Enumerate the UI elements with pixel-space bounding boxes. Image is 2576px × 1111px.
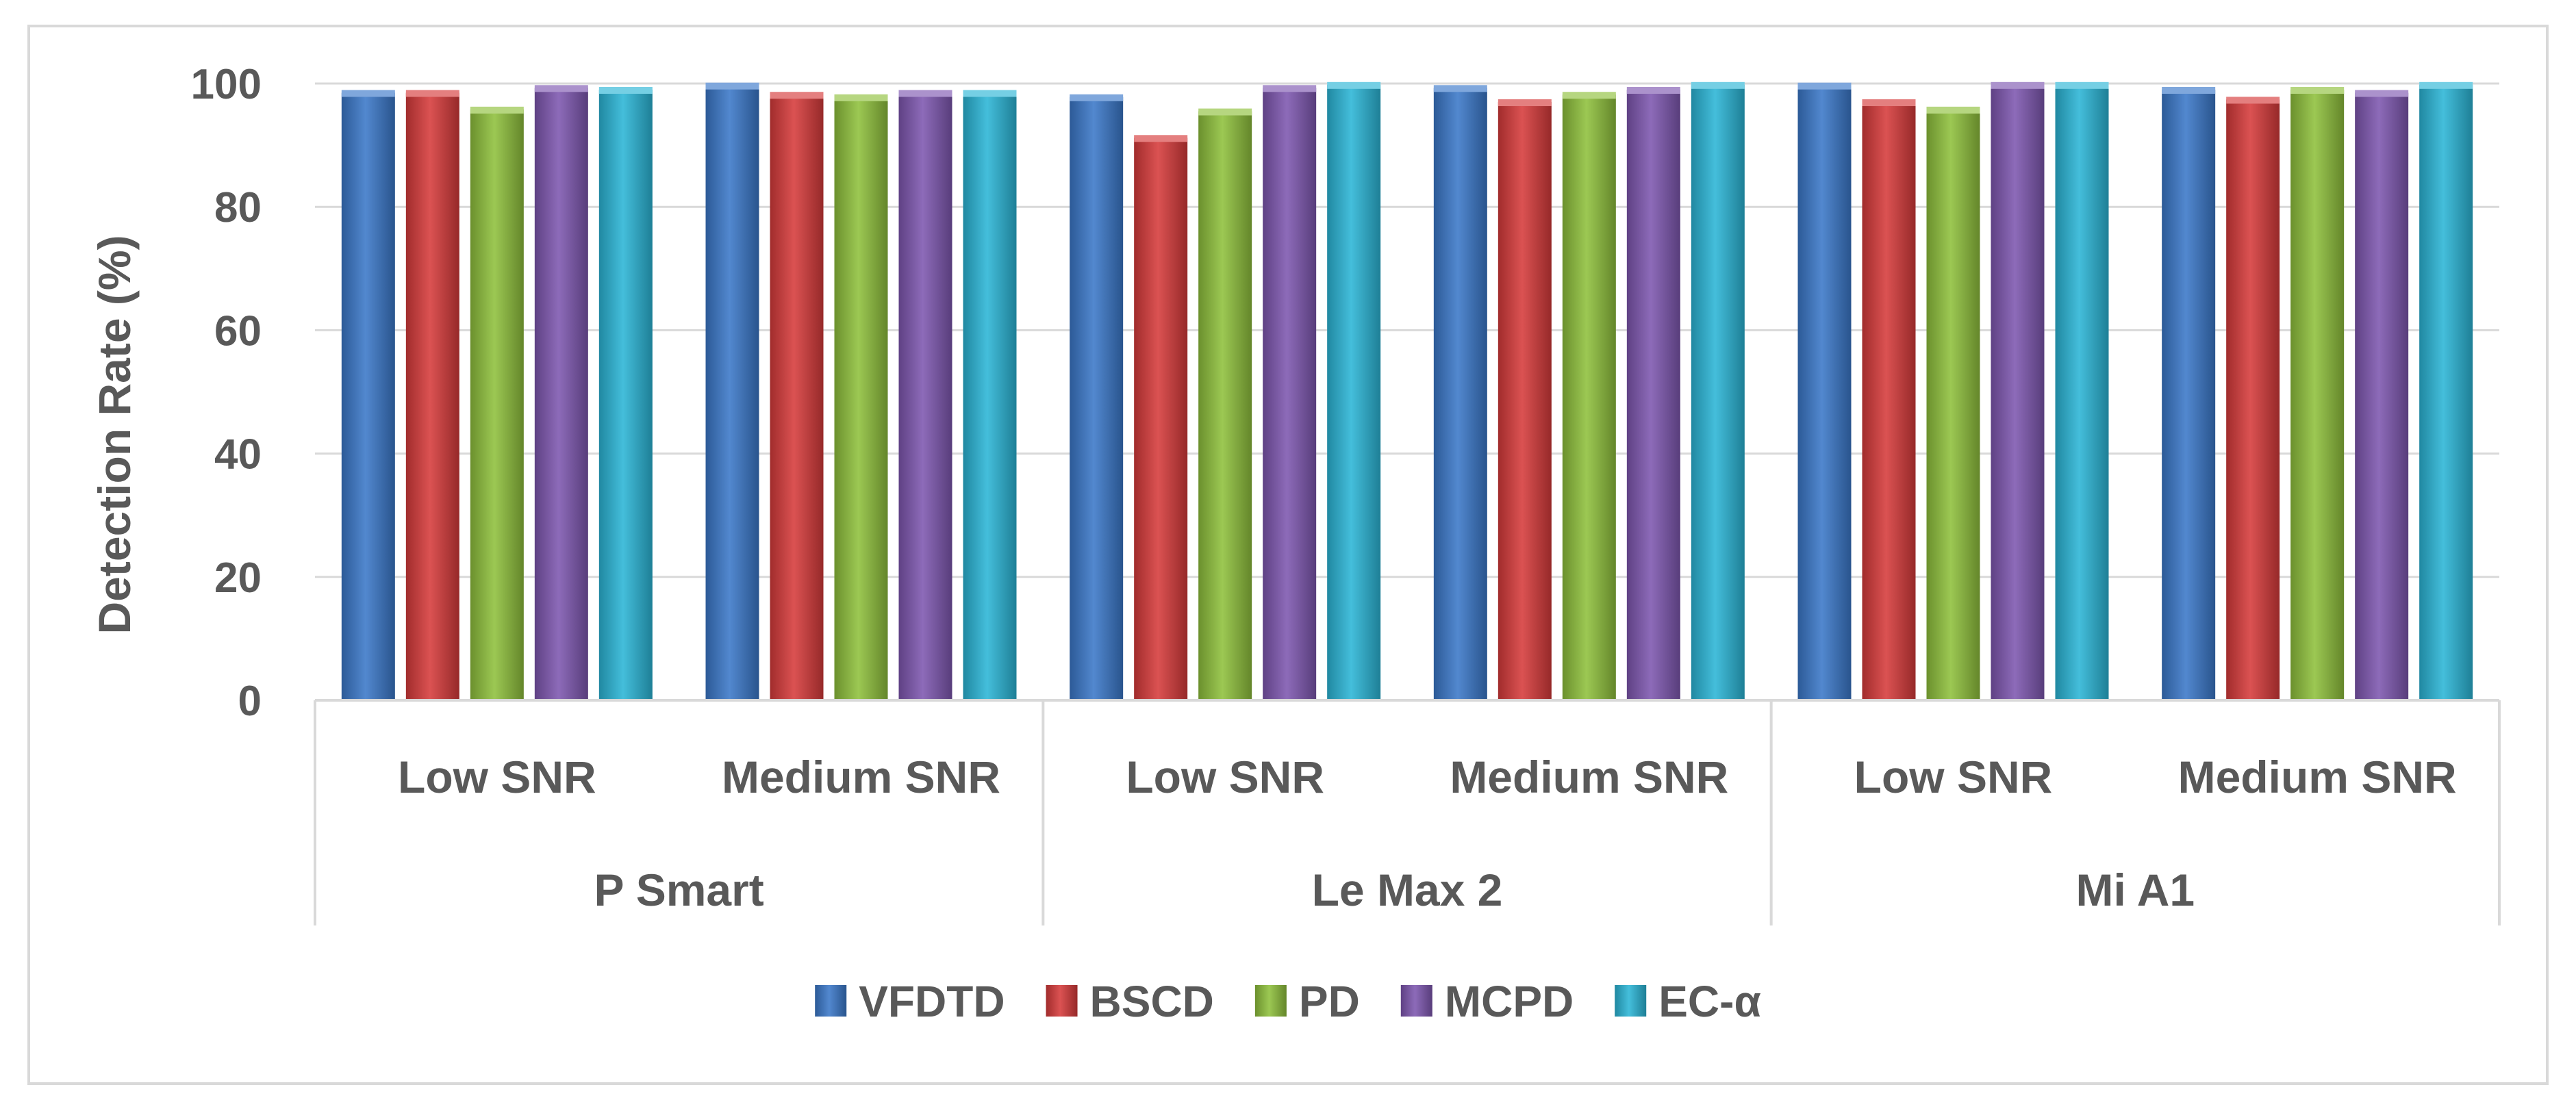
bar-bscd-2 xyxy=(1134,138,1188,701)
bar-bscd-5 xyxy=(2226,99,2280,700)
y-tick-label: 0 xyxy=(238,678,262,725)
bar-mcpd-3 xyxy=(1626,90,1680,700)
legend-swatch-mcpd xyxy=(1400,985,1432,1017)
bar-bscd-4 xyxy=(1862,102,1916,700)
bar-vfdtd-3 xyxy=(1433,88,1487,700)
bar-cap xyxy=(1198,108,1252,116)
bar-cap xyxy=(2162,87,2216,94)
bar-cap xyxy=(1070,94,1124,101)
bar-ec-3 xyxy=(1691,84,1745,700)
bar-cap xyxy=(405,90,459,97)
y-tick-label: 100 xyxy=(191,61,262,108)
bar-cap xyxy=(1991,81,2045,89)
bar-mcpd-1 xyxy=(898,92,952,700)
bar-bscd-1 xyxy=(770,94,824,700)
bar-cap xyxy=(770,92,824,99)
bar-cap xyxy=(470,106,524,114)
bar-ec-5 xyxy=(2419,84,2473,700)
bar-pd-5 xyxy=(2290,90,2345,700)
x-group-label: P Smart xyxy=(594,865,764,915)
bar-mcpd-2 xyxy=(1263,88,1317,700)
bar-cap xyxy=(898,90,952,97)
legend-swatch-pd xyxy=(1254,985,1287,1017)
bar-cap xyxy=(534,85,588,92)
bar-cap xyxy=(963,90,1017,97)
bar-mcpd-4 xyxy=(1991,84,2045,700)
bar-vfdtd-4 xyxy=(1797,85,1852,700)
legend-label: PD xyxy=(1299,977,1360,1026)
bar-cap xyxy=(834,94,888,101)
x-axis: Low SNR Medium SNR P Smart Low SNR Medium SN… xyxy=(314,699,2501,925)
y-axis-ticks: 0 20 40 60 80 100 xyxy=(191,61,262,725)
legend-swatch-bscd xyxy=(1046,985,1078,1017)
y-tick-label: 80 xyxy=(214,184,262,231)
bar-mcpd-0 xyxy=(534,88,588,700)
bar-cap xyxy=(2355,90,2409,97)
bar-cap xyxy=(2290,87,2345,94)
bar-cap xyxy=(1327,81,1381,89)
x-category-label: Low SNR xyxy=(398,752,596,802)
legend: VFDTD BSCD PD MCPD EC-α xyxy=(815,977,1761,1026)
bar-cap xyxy=(1498,99,1552,107)
bar-cap xyxy=(1926,106,1980,114)
x-category-label: Medium SNR xyxy=(1450,752,1728,802)
bar-ec-2 xyxy=(1327,84,1381,700)
bar-cap xyxy=(598,87,653,94)
bar-cap xyxy=(1134,135,1188,142)
gridlines xyxy=(315,82,2499,578)
bar-vfdtd-0 xyxy=(341,92,395,700)
x-category-label: Low SNR xyxy=(1854,752,2053,802)
bar-pd-3 xyxy=(1562,94,1616,700)
bar-ec-1 xyxy=(963,92,1017,700)
bar-bscd-3 xyxy=(1498,102,1552,700)
bar-pd-1 xyxy=(834,97,888,700)
x-category-label: Medium SNR xyxy=(2178,752,2457,802)
bar-cap xyxy=(1691,81,1745,89)
bar-mcpd-5 xyxy=(2355,92,2409,700)
bars xyxy=(341,81,2473,701)
bar-pd-4 xyxy=(1926,109,1980,701)
bar-pd-2 xyxy=(1198,111,1252,701)
bar-bscd-0 xyxy=(405,92,459,700)
y-axis-title: Detection Rate (%) xyxy=(89,235,140,634)
bar-cap xyxy=(705,82,759,90)
x-group-label: Mi A1 xyxy=(2076,865,2195,915)
bar-ec-4 xyxy=(2055,84,2109,700)
bar-vfdtd-5 xyxy=(2162,90,2216,700)
legend-label: VFDTD xyxy=(859,977,1005,1026)
bar-cap xyxy=(341,90,395,97)
bar-cap xyxy=(1797,82,1852,90)
bar-cap xyxy=(1862,99,1916,107)
bar-cap xyxy=(2055,81,2109,89)
bar-cap xyxy=(1263,85,1317,92)
y-tick-label: 40 xyxy=(214,431,262,478)
bar-cap xyxy=(1562,92,1616,99)
legend-swatch-vfdtd xyxy=(815,985,847,1017)
y-tick-label: 20 xyxy=(214,554,262,602)
x-group-label: Le Max 2 xyxy=(1312,865,1503,915)
bar-cap xyxy=(2226,97,2280,104)
bar-vfdtd-2 xyxy=(1070,97,1124,700)
bar-cap xyxy=(2419,81,2473,89)
bar-vfdtd-1 xyxy=(705,85,759,700)
bar-pd-0 xyxy=(470,109,524,701)
legend-swatch-ec xyxy=(1615,985,1647,1017)
bar-cap xyxy=(1626,87,1680,94)
x-category-label: Low SNR xyxy=(1126,752,1324,802)
legend-label: MCPD xyxy=(1445,977,1574,1026)
legend-label: EC-α xyxy=(1658,977,1761,1026)
x-category-label: Medium SNR xyxy=(722,752,1000,802)
legend-label: BSCD xyxy=(1090,977,1214,1026)
y-tick-label: 60 xyxy=(214,307,262,355)
bar-ec-0 xyxy=(598,90,653,700)
bar-cap xyxy=(1433,85,1487,92)
